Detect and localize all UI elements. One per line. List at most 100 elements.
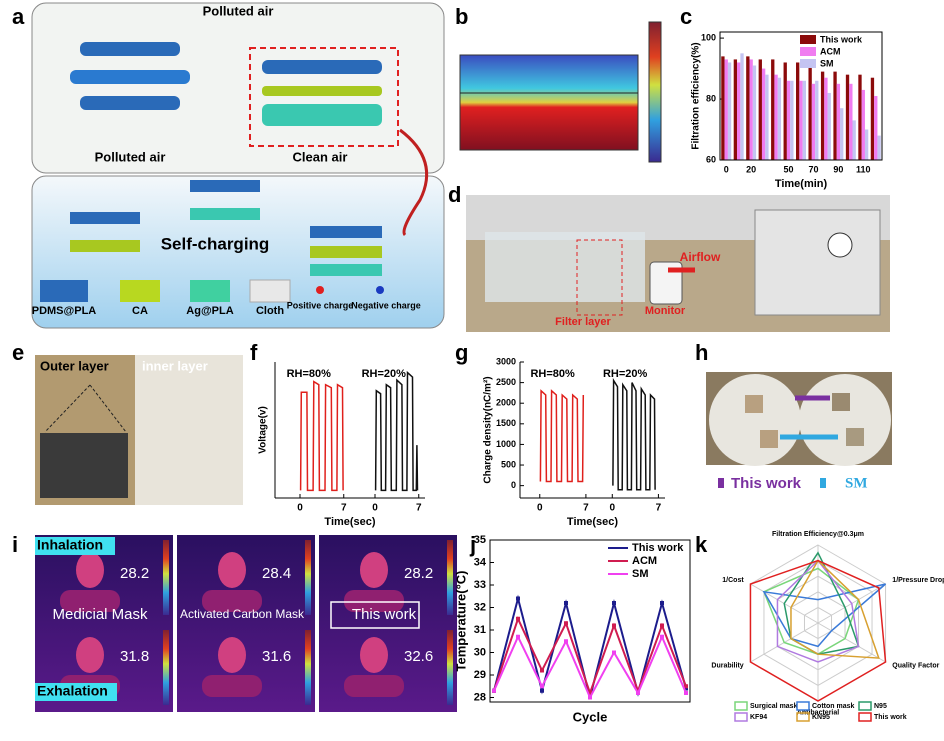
radar-line <box>762 583 887 648</box>
marker <box>684 684 688 689</box>
y-tick-label: 3000 <box>496 356 516 366</box>
head <box>218 552 246 588</box>
shoulders <box>344 675 404 697</box>
row-tag <box>35 537 115 555</box>
bar <box>721 56 725 160</box>
y-tick-label: 35 <box>474 534 486 546</box>
panel-label: k <box>695 532 708 557</box>
x-tick-label: 0 <box>372 503 378 514</box>
sample <box>760 430 778 448</box>
legend-label: KN95 <box>812 714 830 721</box>
fiber <box>262 60 382 74</box>
bar <box>861 89 865 160</box>
legend-swatch <box>858 701 872 711</box>
panel-label: e <box>12 340 24 365</box>
legend-label: Cotton mask <box>812 703 855 710</box>
axes-frame <box>719 31 883 161</box>
bar <box>852 120 856 160</box>
x-tick-label: 20 <box>746 164 756 174</box>
pump <box>754 209 881 316</box>
radar-line <box>776 559 860 663</box>
arrow <box>399 128 429 237</box>
legend-label: SM <box>820 58 834 68</box>
photo <box>135 355 243 505</box>
label: Outer layer <box>40 358 109 373</box>
bar <box>833 71 837 160</box>
column-label: Medicial Mask <box>52 606 148 623</box>
panel-label: f <box>250 340 258 365</box>
shoulders <box>60 590 120 612</box>
row-label: Inhalation <box>37 537 103 553</box>
radar-line <box>790 559 880 659</box>
y-tick-label: 500 <box>501 459 516 469</box>
layer <box>310 226 382 238</box>
label: Monitor <box>645 305 686 317</box>
sem-image <box>40 433 128 498</box>
marker <box>516 596 520 601</box>
colorbar <box>447 630 453 705</box>
legend-label: Surgical mask <box>750 703 798 710</box>
bar <box>811 83 816 160</box>
bar <box>840 108 844 160</box>
layer <box>190 180 260 192</box>
bar <box>858 74 862 160</box>
x-tick-label: 70 <box>808 164 818 174</box>
bar <box>758 59 762 160</box>
fiber <box>80 96 180 110</box>
y-tick-label: 28 <box>474 691 486 703</box>
head <box>360 637 388 673</box>
axis-label: Filtration Efficiency@0.3μm <box>772 531 864 538</box>
y-axis-label: Charge density(nC/m²) <box>483 376 494 483</box>
bar <box>870 77 875 160</box>
colorbar <box>163 630 169 705</box>
bar <box>771 59 775 160</box>
marker <box>588 695 592 700</box>
y-tick-label: 30 <box>474 646 486 658</box>
x-tick-label: 90 <box>833 164 843 174</box>
legend-label: CA <box>132 305 148 317</box>
bar <box>820 71 825 160</box>
panel-label: b <box>455 4 468 29</box>
bar <box>774 74 778 160</box>
layer <box>70 212 140 224</box>
legend-label: N95 <box>874 703 887 710</box>
marker <box>540 688 544 693</box>
label: inner layer <box>142 358 208 373</box>
swatch <box>120 280 160 302</box>
legend-swatch <box>796 712 810 722</box>
bar <box>733 59 738 160</box>
tube <box>485 232 645 302</box>
fiber <box>262 104 382 126</box>
panel-label: i <box>12 532 18 557</box>
sample <box>832 393 850 411</box>
axis-label: Antibacterial <box>797 710 839 717</box>
dot <box>316 286 324 294</box>
line <box>493 616 687 697</box>
bar <box>799 80 803 160</box>
x-tick-label: 0 <box>537 503 543 514</box>
frame <box>330 601 420 629</box>
y-tick-label: 100 <box>701 32 716 42</box>
panel-label: a <box>12 4 25 29</box>
axis-label: Quality Factor <box>892 663 939 670</box>
shoulders <box>202 675 262 697</box>
marker <box>684 691 688 695</box>
y-tick-label: 34 <box>474 556 487 568</box>
temperature: 31.6 <box>262 648 291 665</box>
line <box>612 377 656 491</box>
temperature: 28.2 <box>404 565 433 582</box>
marker <box>516 634 520 639</box>
bar <box>749 59 753 160</box>
head <box>360 552 388 588</box>
panel-label: h <box>695 340 708 365</box>
marker <box>540 684 544 689</box>
colorbar <box>163 540 169 615</box>
y-axis-label: Filtration efficiency(%) <box>691 42 702 149</box>
legend-swatch <box>800 35 816 44</box>
fiber <box>262 86 382 96</box>
panel-a: Polluted air Polluted air Clean air Self… <box>31 2 445 329</box>
x-tick-label: 7 <box>656 503 662 514</box>
shoulders <box>344 590 404 612</box>
swatch <box>249 279 291 303</box>
swatch <box>40 280 88 302</box>
